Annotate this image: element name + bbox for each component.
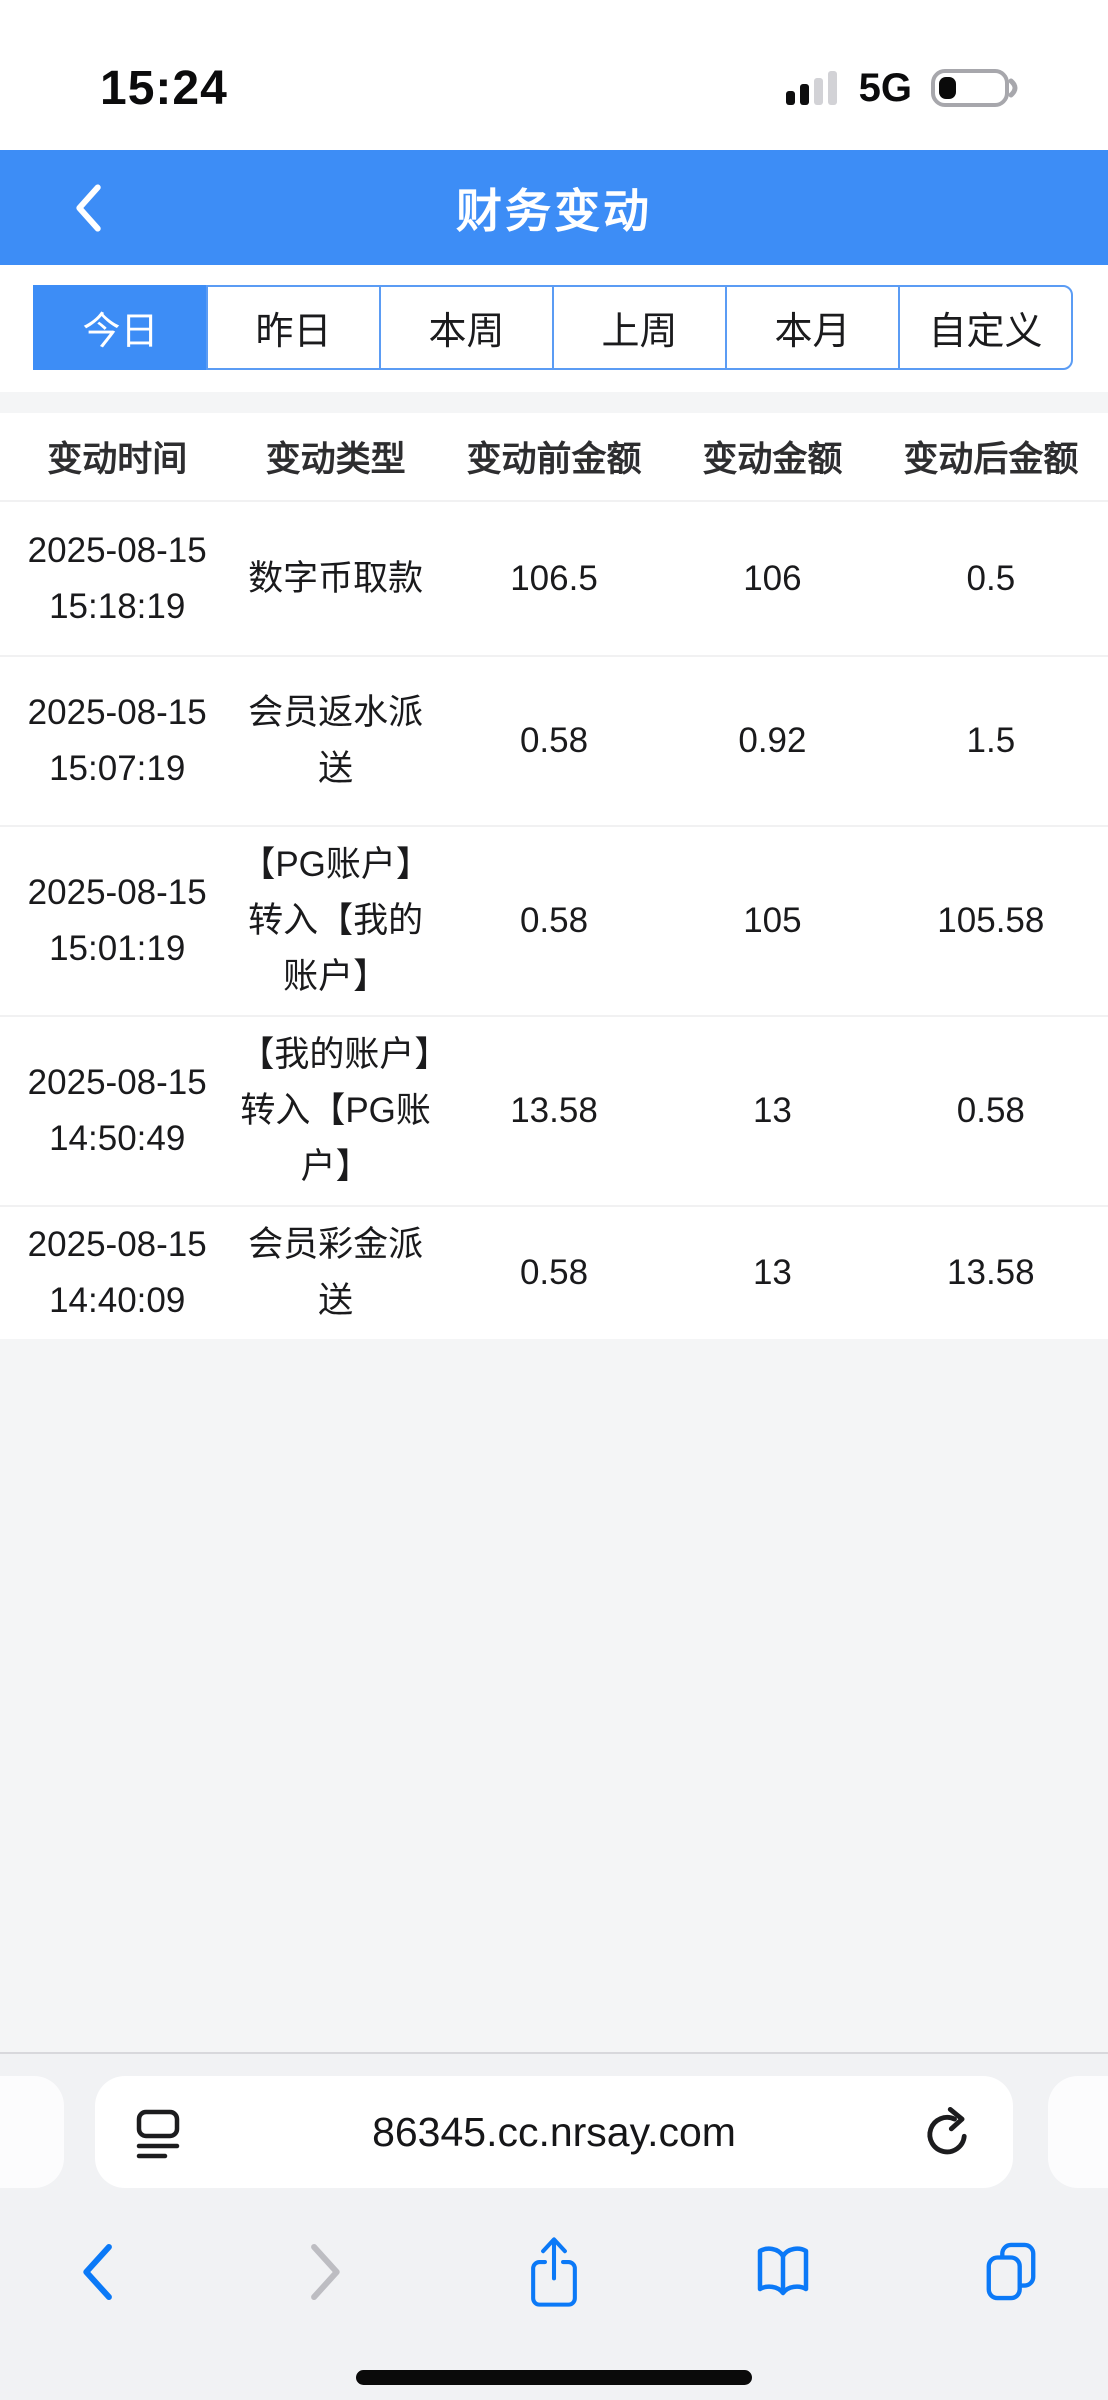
table-row: 2025-08-15 15:07:19 会员返水派送 0.58 0.92 1.5	[0, 655, 1108, 825]
chevron-right-icon	[310, 2243, 340, 2300]
cell-change-time: 2025-08-15 15:18:19	[27, 530, 207, 626]
browser-toolbar	[52, 2204, 1056, 2339]
filter-tab[interactable]: 本月	[725, 285, 900, 370]
url-text[interactable]: 86345.cc.nrsay.com	[372, 2108, 736, 2155]
table-row: 2025-08-15 15:01:19 【PG账户】转入【我的账户】 0.58 1…	[0, 825, 1108, 1015]
address-bar[interactable]: 86345.cc.nrsay.com	[95, 2076, 1013, 2188]
cell-change-type: 会员彩金派送	[248, 1225, 424, 1320]
cell-amount-change: 106	[743, 558, 802, 598]
filter-tab[interactable]: 今日	[33, 285, 208, 370]
cell-change-type: 数字币取款	[248, 558, 424, 598]
cell-amount-change: 13	[752, 1091, 792, 1130]
empty-page-background	[0, 1339, 1108, 2089]
cell-amount-change: 0.92	[738, 721, 807, 760]
share-icon	[531, 2236, 577, 2307]
filter-tab-label: 今日	[82, 311, 159, 353]
column-header-after: 变动后金额	[903, 440, 1079, 479]
table-body: 2025-08-15 15:18:19 数字币取款 106.5 106 0.5 2…	[0, 500, 1108, 1339]
filter-tab-label: 本月	[774, 311, 851, 353]
cell-amount-change: 13	[752, 1253, 792, 1292]
table-row: 2025-08-15 14:40:09 会员彩金派送 0.58 13 13.58	[0, 1205, 1108, 1339]
page-settings-icon[interactable]	[135, 2102, 181, 2162]
next-tab-stub[interactable]	[1048, 2076, 1108, 2188]
tabs-icon	[986, 2242, 1036, 2300]
cell-change-time: 2025-08-15 14:40:09	[27, 1225, 207, 1320]
filter-tab[interactable]: 自定义	[898, 285, 1073, 370]
share-button[interactable]	[509, 2222, 599, 2322]
date-filter-tabs: 今日 昨日 本周 上周 本月 自定义	[33, 285, 1073, 370]
cell-amount-before: 0.58	[519, 1253, 589, 1292]
cell-amount-before: 106.5	[510, 558, 598, 598]
chevron-left-icon	[83, 2243, 112, 2300]
table-header-row: 变动时间 变动类型 变动前金额 变动金额 变动后金额	[0, 413, 1108, 500]
cell-amount-change: 105	[743, 901, 802, 940]
cell-change-time: 2025-08-15 15:07:19	[27, 693, 207, 788]
signal-strength-icon	[785, 71, 837, 105]
chevron-left-icon	[76, 183, 101, 232]
cell-amount-after: 1.5	[966, 721, 1016, 760]
table-row: 2025-08-15 14:50:49 【我的账户】转入【PG账户】 13.58 …	[0, 1015, 1108, 1205]
bookmarks-button[interactable]	[738, 2222, 828, 2322]
filter-tab-label: 本周	[428, 311, 505, 353]
cell-amount-before: 0.58	[519, 901, 589, 940]
column-header-type: 变动类型	[265, 440, 406, 479]
battery-icon	[930, 66, 1020, 110]
filter-tab-label: 自定义	[928, 311, 1043, 353]
filter-tab-label: 上周	[601, 311, 678, 353]
page-header: 财务变动	[0, 150, 1108, 265]
network-type-label: 5G	[858, 65, 912, 110]
back-button[interactable]	[48, 150, 128, 265]
filter-tab-label: 昨日	[255, 311, 332, 353]
browser-forward-button[interactable]	[281, 2222, 371, 2322]
cell-change-type: 【我的账户】转入【PG账户】	[239, 1035, 432, 1186]
cell-amount-after: 0.5	[966, 558, 1016, 598]
cell-amount-after: 0.58	[956, 1091, 1025, 1130]
tabs-button[interactable]	[966, 2222, 1056, 2322]
cell-amount-before: 0.58	[519, 721, 589, 760]
browser-back-button[interactable]	[52, 2222, 142, 2322]
filter-tab[interactable]: 昨日	[206, 285, 381, 370]
column-header-before: 变动前金额	[466, 440, 642, 479]
cell-amount-after: 13.58	[947, 1253, 1035, 1292]
column-header-time: 变动时间	[47, 440, 188, 479]
table-row: 2025-08-15 15:18:19 数字币取款 106.5 106 0.5	[0, 500, 1108, 655]
page-title: 财务变动	[456, 184, 652, 237]
cell-amount-after: 105.58	[937, 901, 1045, 940]
status-bar-right: 5G	[785, 65, 1020, 111]
home-indicator[interactable]	[356, 2370, 752, 2385]
clock-text: 15:24	[100, 61, 228, 115]
cell-amount-before: 13.58	[510, 1091, 598, 1130]
filter-tab[interactable]: 本周	[379, 285, 554, 370]
cell-change-time: 2025-08-15 15:01:19	[27, 873, 207, 968]
open-book-icon	[757, 2245, 808, 2295]
status-bar: 15:24 5G	[0, 0, 1108, 150]
previous-tab-stub[interactable]	[0, 2076, 64, 2188]
column-header-amount: 变动金额	[702, 440, 843, 479]
cell-change-time: 2025-08-15 14:50:49	[27, 1063, 207, 1158]
cell-change-type: 会员返水派送	[248, 693, 424, 788]
filter-tab[interactable]: 上周	[552, 285, 727, 370]
refresh-icon[interactable]	[921, 2104, 973, 2160]
cell-change-type: 【PG账户】转入【我的账户】	[240, 845, 431, 996]
browser-chrome: 86345.cc.nrsay.com	[0, 2052, 1108, 2400]
section-divider-band	[0, 392, 1108, 413]
